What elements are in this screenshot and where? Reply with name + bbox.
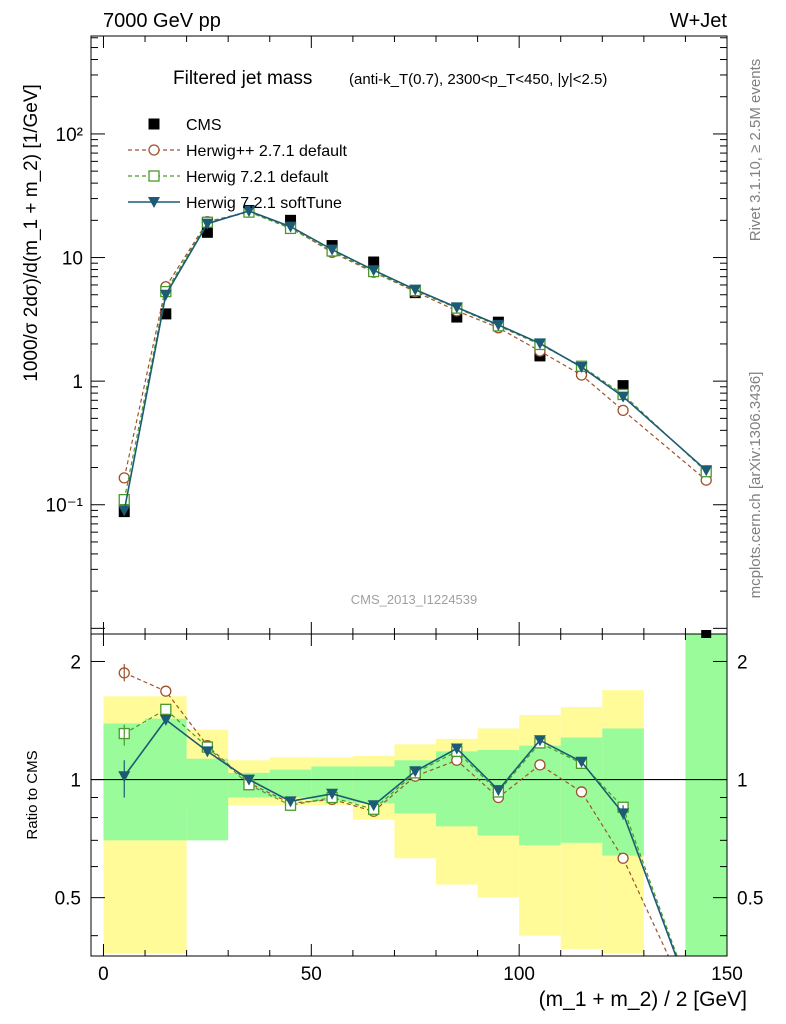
legend-label: Herwig 7.2.1 default: [186, 169, 329, 186]
data-point: [617, 391, 630, 403]
ratio-point: [242, 774, 255, 786]
series-2: [118, 206, 712, 506]
data-point: [700, 465, 713, 477]
x-tick-label: 50: [301, 964, 322, 985]
legend-label: Herwig++ 2.7.1 default: [186, 143, 348, 160]
legend-label: CMS: [186, 117, 222, 134]
ratio-point: [409, 766, 422, 778]
legend-marker: [148, 197, 160, 208]
ratio-point: [160, 703, 172, 716]
ratio-y-axis-label: Ratio to CMS: [24, 750, 41, 839]
ratio-point: [575, 756, 588, 768]
rivet-version-label: Rivet 3.1.10, ≥ 2.5M events: [747, 59, 764, 242]
main-y-tick-label: 10⁻¹: [46, 496, 84, 517]
data-point: [284, 221, 297, 233]
data-point: [118, 505, 131, 517]
inner-band: [269, 769, 312, 798]
x-axis-label: (m_1 + m_2) / 2 [GeV]: [539, 988, 747, 1011]
main-panel-series: [118, 205, 713, 518]
data-point: [118, 493, 130, 506]
ratio-point: [617, 852, 629, 864]
mcplots-label: mcplots.cern.ch [arXiv:1306.3436]: [747, 372, 764, 599]
main-y-tick-label: 10: [62, 249, 83, 270]
ratio-y-tick-label-right: 2: [737, 652, 748, 673]
ratio-point: [284, 796, 297, 808]
legend-entry: Herwig++ 2.7.1 default: [128, 143, 348, 160]
data-point: [201, 218, 214, 230]
ratio-line: [123, 718, 677, 957]
ratio-line: [123, 708, 678, 957]
series-1: [118, 206, 712, 486]
x-tick-label: 0: [98, 964, 109, 985]
ratio-point: [492, 785, 505, 797]
inner-band: [685, 634, 727, 956]
data-point: [367, 265, 380, 277]
x-tick-label: 100: [503, 964, 535, 985]
series-0: [118, 205, 629, 518]
series-3: [118, 205, 713, 517]
ratio-point: [450, 743, 463, 755]
chart-title: Filtered jet mass: [173, 68, 312, 89]
ratio-point: [326, 788, 339, 800]
ratio-panel-axes: 0 50 100 150 0.5 0.5 1 1 2 2: [55, 634, 763, 985]
data-point: [160, 308, 172, 320]
watermark: CMS_2013_I1224539: [351, 592, 478, 607]
data-point: [159, 289, 172, 301]
legend-marker: [148, 170, 160, 182]
data-point: [368, 256, 380, 268]
x-tick-label: 150: [711, 964, 743, 985]
inner-band: [186, 758, 229, 841]
data-point: [285, 214, 297, 226]
energy-label: 7000 GeV pp: [103, 10, 221, 32]
data-point: [575, 362, 588, 374]
series-line: [123, 210, 707, 511]
ratio-y-tick-label-right: 1: [737, 771, 748, 792]
ratio-y-tick-label: 1: [70, 771, 81, 792]
legend-entry: Herwig 7.2.1 softTune: [128, 195, 342, 212]
ratio-point: [575, 786, 588, 798]
legend-label: Herwig 7.2.1 softTune: [186, 195, 342, 212]
data-point: [492, 319, 505, 331]
data-point: [118, 472, 130, 484]
data-point: [450, 302, 463, 314]
data-point: [533, 338, 546, 350]
data-point: [409, 284, 422, 296]
data-point: [451, 311, 463, 323]
ratio-panel-bands: [91, 634, 727, 956]
ratio-panel-series: [118, 630, 712, 957]
ratio-y-tick-label-right: 0.5: [737, 889, 763, 910]
ratio-point: [533, 735, 546, 747]
ratio-y-tick-label: 2: [70, 652, 81, 673]
legend-marker: [148, 118, 160, 130]
main-panel-axes: 10⁻¹ 1 10 10²: [46, 36, 728, 634]
ratio-point: [160, 685, 172, 697]
main-y-tick-label: 1: [72, 372, 83, 393]
series-line: [123, 211, 707, 481]
ratio-line: [124, 672, 669, 957]
ratio-error-bars: [123, 664, 624, 820]
main-y-axis-label: 1000/σ 2dσ)/d(m_1 + m_2) [1/GeV]: [21, 84, 42, 382]
ratio-point: [201, 746, 214, 758]
legend-entry: Herwig 7.2.1 default: [128, 169, 329, 186]
series-line: [123, 211, 707, 500]
ratio-point: [534, 759, 546, 771]
process-label: W+Jet: [670, 10, 728, 32]
ratio-point: [367, 800, 380, 812]
data-point: [201, 226, 213, 238]
inner-band: [352, 766, 395, 804]
data-point: [242, 205, 255, 217]
ratio-panel-frame: [90, 633, 728, 957]
legend: CMS Herwig++ 2.7.1 default Herwig 7.2.1 de…: [128, 117, 348, 212]
legend-entry: CMS: [148, 117, 222, 134]
main-y-tick-label: 10²: [56, 125, 83, 146]
chart-subtitle: (anti-k_T(0.7), 2300<p_T<450, |y|<2.5): [349, 71, 607, 88]
legend-marker: [148, 144, 160, 156]
ratio-y-tick-label: 0.5: [55, 889, 81, 910]
ratio-point: [159, 714, 172, 726]
data-point: [326, 244, 339, 256]
data-point: [617, 380, 629, 392]
data-point: [617, 404, 629, 417]
